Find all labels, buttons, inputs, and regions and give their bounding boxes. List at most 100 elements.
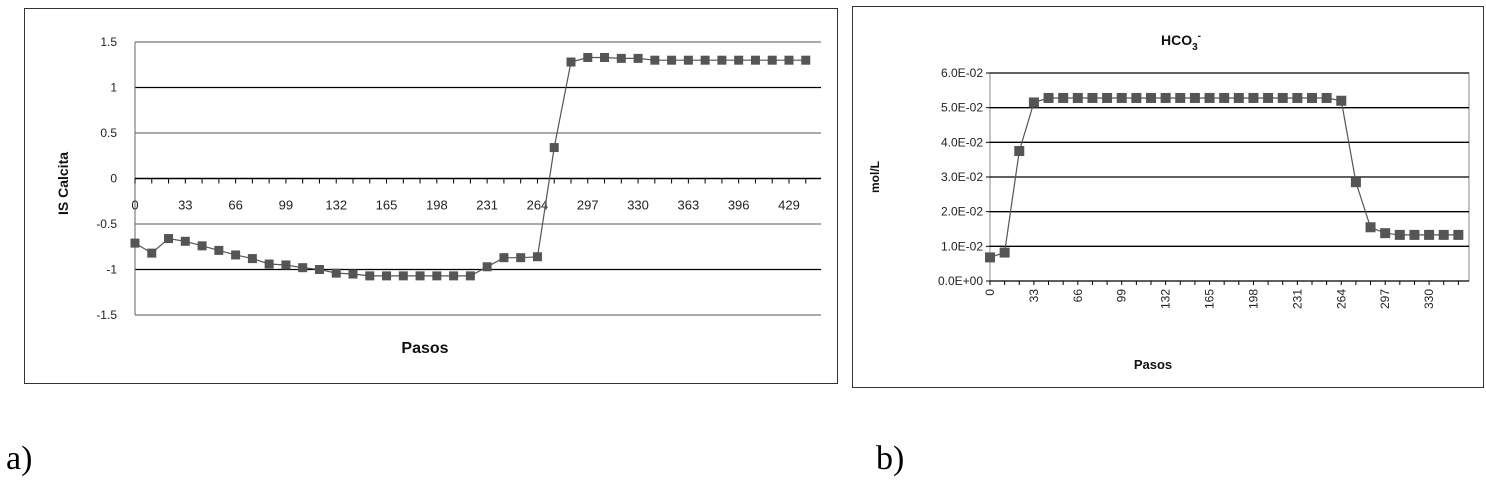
data-point [1306, 92, 1317, 103]
data-point [801, 55, 811, 65]
data-point [415, 271, 425, 281]
panel-label-b: b) [876, 440, 905, 477]
data-point [549, 143, 559, 153]
x-tick-label: 0 [131, 198, 138, 213]
data-point [1336, 95, 1347, 106]
data-point [1102, 92, 1113, 103]
data-point [1131, 92, 1142, 103]
data-point [683, 55, 693, 65]
data-point [231, 250, 241, 260]
y-tick-label: -1.5 [96, 308, 117, 322]
data-point [365, 271, 375, 281]
data-point [583, 52, 593, 62]
data-point [147, 248, 157, 258]
x-tick-label: 66 [1071, 289, 1085, 303]
x-tick-label: 132 [1159, 289, 1173, 309]
data-point [1453, 229, 1464, 240]
data-point [1365, 222, 1376, 233]
x-tick-label: 330 [1422, 289, 1436, 309]
chart-a-svg: 1.5 1 0.5 0 -0.5 -1 -1.5 0 33 66 99 132 165 198 231 264… [55, 35, 821, 357]
data-point [1233, 92, 1244, 103]
chart-b-svg: HCO3- 6.0E-02 5.0E-02 4.0E-02 3.0E-02 2.0E-02… [868, 31, 1470, 372]
data-point [482, 262, 492, 272]
data-point [999, 247, 1010, 258]
data-point [1014, 146, 1025, 156]
x-tick-label: 99 [279, 198, 293, 213]
data-point [767, 55, 777, 65]
chart-title-sub: 3 [1192, 42, 1198, 53]
data-point [700, 55, 710, 65]
x-tick-label: 297 [577, 198, 599, 213]
x-tick-label: 330 [627, 198, 649, 213]
data-point [382, 271, 392, 281]
data-point [734, 55, 744, 65]
data-point [1175, 92, 1186, 103]
y-axis-title: mol/L [868, 161, 882, 193]
data-point [247, 254, 257, 264]
data-point [750, 55, 760, 65]
y-tick-label: -1 [106, 263, 117, 277]
data-point [331, 268, 341, 278]
data-point [449, 271, 459, 281]
x-tick-label: 264 [1334, 289, 1348, 309]
data-point [1043, 92, 1054, 103]
y-tick-label: -0.5 [96, 217, 117, 231]
data-point [600, 52, 610, 62]
x-tick-label: 33 [178, 198, 192, 213]
x-tick-label: 198 [1246, 289, 1260, 309]
data-point [717, 55, 727, 65]
data-point [465, 271, 475, 281]
x-tick-label: 231 [1290, 289, 1304, 309]
data-point [1028, 97, 1039, 108]
chart-b-panel: HCO3- 6.0E-02 5.0E-02 4.0E-02 3.0E-02 2.0E-02… [852, 6, 1484, 388]
data-point [264, 259, 274, 269]
y-tick-label: 0.5 [100, 126, 117, 140]
data-point [499, 253, 509, 263]
y-tick-label: 1 [110, 81, 117, 95]
data-point [1116, 92, 1127, 103]
data-point [1424, 229, 1435, 240]
x-tick-label: 99 [1115, 289, 1129, 303]
chart-title-sup: - [1198, 31, 1201, 42]
y-axis-title: IS Calcita [55, 152, 71, 215]
data-point [298, 263, 308, 273]
data-point [1087, 92, 1098, 103]
y-tick-label: 3.0E-02 [941, 170, 983, 184]
y-tick-label: 4.0E-02 [941, 135, 983, 149]
data-point [667, 55, 677, 65]
data-point [1394, 229, 1405, 240]
y-tick-label: 1.0E-02 [941, 239, 983, 253]
y-tick-label: 0 [110, 172, 117, 186]
data-point [214, 245, 224, 255]
data-point [566, 57, 576, 67]
x-tick-label: 66 [228, 198, 242, 213]
data-point [314, 265, 324, 274]
x-tick-label: 363 [678, 198, 700, 213]
data-point [164, 234, 174, 244]
data-point [616, 53, 626, 63]
data-point [1292, 92, 1303, 103]
data-point [1321, 92, 1332, 103]
data-point [1160, 92, 1171, 103]
data-point [348, 269, 358, 279]
y-tick-label: 0.0E+00 [938, 274, 983, 288]
x-tick-label: 231 [476, 198, 498, 213]
data-point [197, 241, 207, 251]
series-line [134, 56, 806, 277]
data-point [633, 53, 643, 63]
x-tick-label: 165 [376, 198, 398, 213]
data-point [1380, 228, 1391, 239]
data-point [432, 271, 442, 281]
data-point [1204, 92, 1215, 103]
data-point [130, 238, 140, 248]
data-point [1189, 92, 1200, 103]
data-point [1145, 92, 1156, 103]
y-tick-label: 2.0E-02 [941, 205, 983, 219]
data-point [784, 55, 794, 65]
panel-label-a: a) [6, 440, 33, 477]
data-point [1219, 92, 1230, 103]
data-point [180, 236, 190, 246]
x-tick-label: 198 [426, 198, 448, 213]
data-point [1438, 229, 1449, 240]
x-tick-label: 396 [728, 198, 750, 213]
